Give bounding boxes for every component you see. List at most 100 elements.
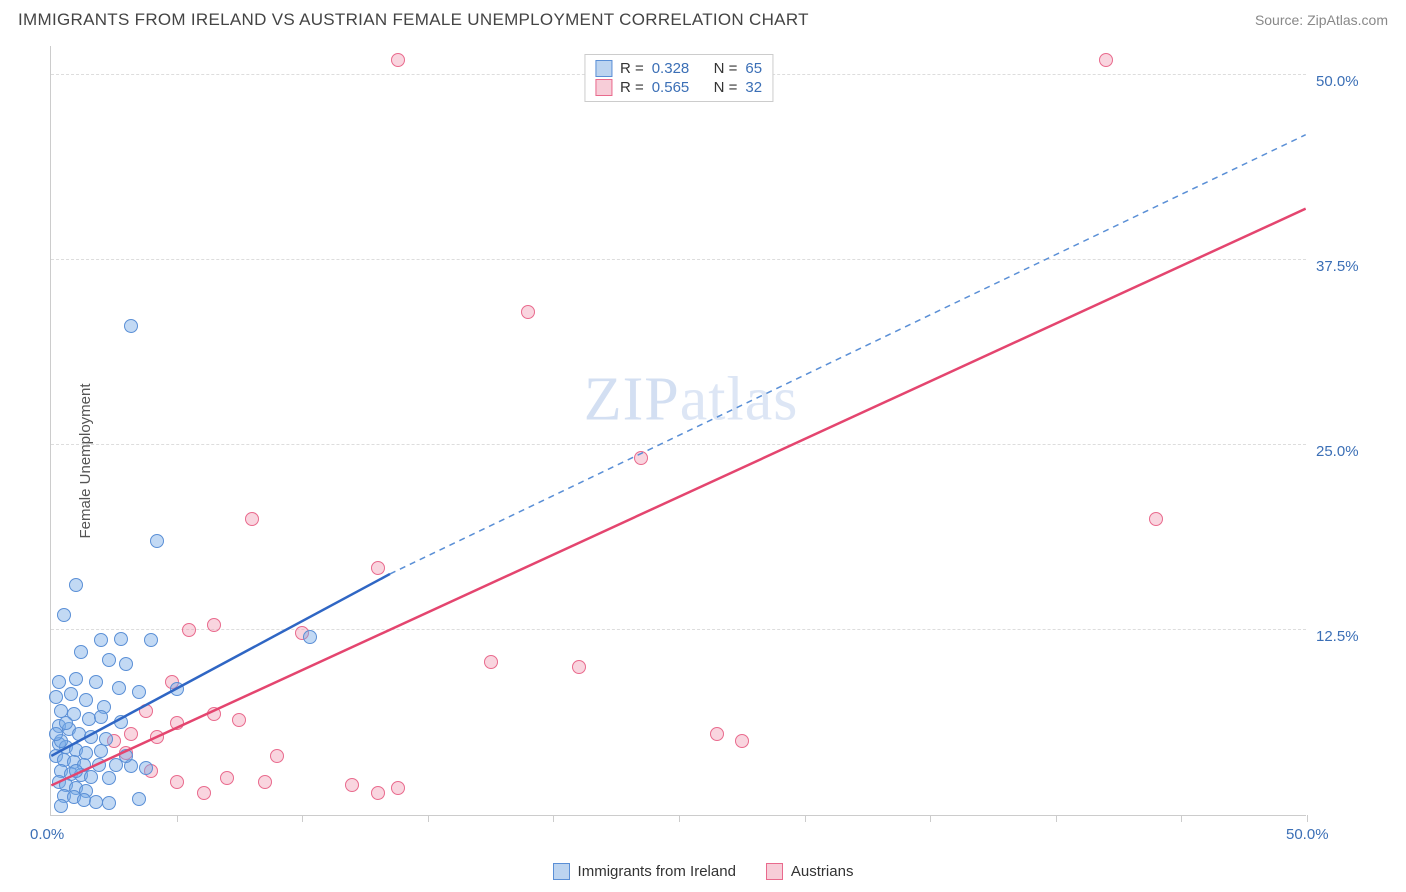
blue-point [150,534,164,548]
n-value: 65 [745,60,762,77]
blue-point [79,693,93,707]
watermark-zip: ZIP [584,365,680,433]
legend-item: Immigrants from Ireland [553,863,736,880]
gridline [51,259,1306,260]
pink-point [258,775,272,789]
blue-point [84,770,98,784]
pink-point [232,713,246,727]
blue-point [119,657,133,671]
pink-point [391,781,405,795]
pink-point [150,730,164,744]
legend-label: Austrians [791,863,854,880]
legend-series: Immigrants from Ireland Austrians [0,863,1406,880]
legend-stats-row: R = 0.565 N = 32 [595,78,762,97]
pink-point [1099,53,1113,67]
pink-point [391,53,405,67]
plot-region: ZIPatlas R = 0.328 N = 65 R = 0.565 N = … [50,46,1306,816]
trendline [390,135,1306,574]
watermark: ZIPatlas [584,364,799,435]
pink-point [484,655,498,669]
n-label: N = [714,79,738,96]
pink-point [245,512,259,526]
x-tick [177,815,178,822]
source-label: Source: ZipAtlas.com [1255,12,1388,28]
pink-point [371,786,385,800]
blue-point [114,715,128,729]
pink-point [220,771,234,785]
blue-point [303,630,317,644]
x-tick [930,815,931,822]
legend-swatch-blue [553,863,570,880]
n-label: N = [714,60,738,77]
pink-point [345,778,359,792]
x-tick [1056,815,1057,822]
legend-label: Immigrants from Ireland [578,863,736,880]
pink-point [124,727,138,741]
blue-point [84,730,98,744]
chart-title: IMMIGRANTS FROM IRELAND VS AUSTRIAN FEMA… [18,10,809,30]
blue-point [74,645,88,659]
x-axis-origin-label: 0.0% [30,826,64,843]
header: IMMIGRANTS FROM IRELAND VS AUSTRIAN FEMA… [0,0,1406,36]
blue-point [69,672,83,686]
legend-swatch-blue [595,60,612,77]
x-tick [302,815,303,822]
pink-point [197,786,211,800]
x-tick [679,815,680,822]
x-axis-max-label: 50.0% [1286,826,1329,843]
x-tick [428,815,429,822]
r-label: R = [620,79,644,96]
blue-point [124,319,138,333]
blue-point [52,675,66,689]
blue-point [54,799,68,813]
chart-area: Female Unemployment ZIPatlas R = 0.328 N… [0,36,1406,886]
blue-point [57,608,71,622]
watermark-atlas: atlas [680,365,799,433]
n-value: 32 [745,79,762,96]
blue-point [144,633,158,647]
pink-point [207,618,221,632]
pink-point [207,707,221,721]
blue-point [102,771,116,785]
x-tick [1181,815,1182,822]
blue-point [170,682,184,696]
legend-swatch-pink [766,863,783,880]
pink-point [182,623,196,637]
trendline [51,574,390,756]
blue-point [64,687,78,701]
r-value: 0.328 [652,60,690,77]
pink-point [170,775,184,789]
blue-point [139,761,153,775]
blue-point [94,633,108,647]
legend-item: Austrians [766,863,854,880]
pink-point [521,305,535,319]
y-tick-label: 50.0% [1316,73,1359,90]
pink-point [710,727,724,741]
blue-point [89,675,103,689]
blue-point [49,690,63,704]
pink-point [371,561,385,575]
pink-point [270,749,284,763]
gridline [51,444,1306,445]
blue-point [102,796,116,810]
legend-swatch-pink [595,79,612,96]
blue-point [102,653,116,667]
pink-point [1149,512,1163,526]
pink-point [139,704,153,718]
x-tick [805,815,806,822]
y-tick-label: 12.5% [1316,628,1359,645]
y-tick-label: 37.5% [1316,258,1359,275]
blue-point [94,710,108,724]
blue-point [132,792,146,806]
blue-point [112,681,126,695]
pink-point [572,660,586,674]
blue-point [69,578,83,592]
blue-point [132,685,146,699]
x-tick [1307,815,1308,822]
trendlines-layer [51,46,1306,815]
trendline [51,209,1305,786]
blue-point [114,632,128,646]
pink-point [170,716,184,730]
pink-point [634,451,648,465]
r-label: R = [620,60,644,77]
